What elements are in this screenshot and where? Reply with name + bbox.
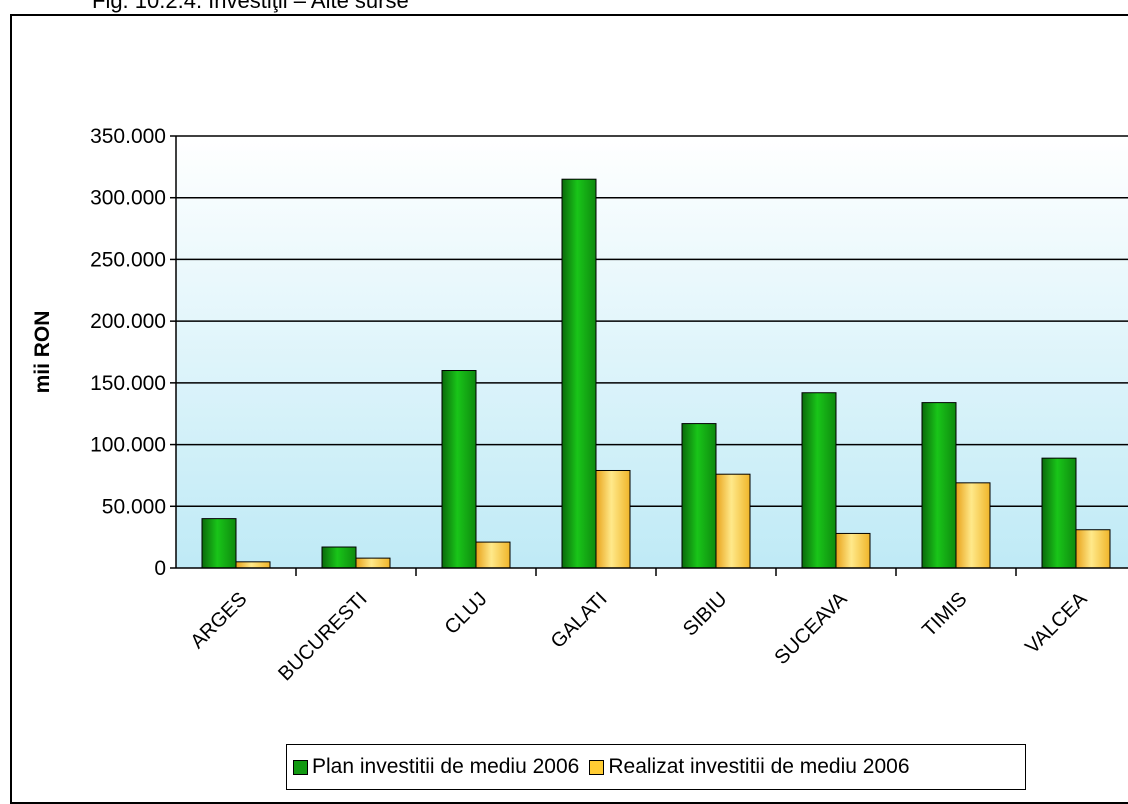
legend-swatch-plan: [293, 759, 308, 775]
bar-plan-bucuresti: [321, 546, 357, 569]
x-tick-label-galati: GALATI: [547, 588, 612, 653]
legend-item-plan: Plan investitii de mediu 2006: [293, 755, 579, 779]
y-tick-label: 50.000: [102, 495, 166, 518]
bar-plan-galati: [561, 178, 597, 569]
x-tick-label-timis: TIMIS: [918, 588, 971, 641]
bar-realizat-suceava: [835, 532, 871, 569]
bar-realizat-sibiu: [715, 473, 751, 569]
bar-plan-arges: [201, 518, 237, 569]
x-tick-label-arges: ARGES: [186, 588, 251, 653]
y-tick-label: 250.000: [90, 248, 166, 271]
legend-swatch-realizat: [589, 759, 605, 775]
x-tick-label-suceava: SUCEAVA: [770, 588, 852, 670]
y-tick-label: 300.000: [90, 187, 166, 210]
legend-label-plan: Plan investitii de mediu 2006: [312, 755, 580, 778]
bar-realizat-cluj: [475, 541, 511, 569]
x-tick-label-sibiu: SIBIU: [679, 588, 732, 641]
bar-plan-sibiu: [681, 423, 717, 569]
x-tick-label-cluj: CLUJ: [441, 588, 492, 639]
y-axis-title: mii RON: [31, 311, 54, 394]
bar-realizat-bucuresti: [355, 557, 391, 569]
y-tick-label: 100.000: [90, 434, 166, 457]
legend-label-realizat: Realizat investitii de mediu 2006: [608, 755, 910, 778]
figure-caption: Fig. 10.2.4. Investiţii – Alte surse: [92, 0, 409, 13]
legend-item-realizat: Realizat investitii de mediu 2006: [589, 755, 910, 779]
y-tick-label: 200.000: [90, 310, 166, 333]
bar-realizat-timis: [955, 482, 991, 569]
x-tick-label-bucuresti: BUCURESTI: [274, 588, 371, 685]
bar-realizat-arges: [235, 561, 271, 569]
y-tick-label: 0: [154, 557, 166, 580]
legend: Plan investitii de mediu 2006 Realizat i…: [286, 744, 1026, 790]
y-tick-label: 150.000: [90, 372, 166, 395]
bar-realizat-galati: [595, 469, 631, 569]
x-tick-label-valcea: VALCEA: [1021, 588, 1092, 659]
bar-realizat-valcea: [1075, 529, 1111, 569]
bar-plan-timis: [921, 402, 957, 569]
bar-plan-valcea: [1041, 457, 1077, 569]
bar-plan-cluj: [441, 370, 477, 569]
y-tick-label: 350.000: [90, 125, 166, 148]
bar-plan-suceava: [801, 392, 837, 569]
